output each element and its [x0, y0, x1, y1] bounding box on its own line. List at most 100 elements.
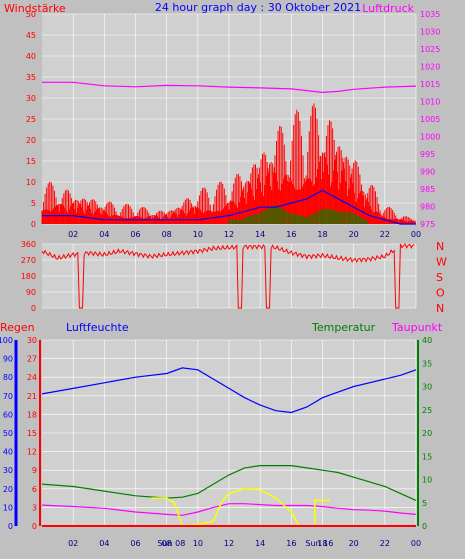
wind-x-tick-label: 16	[286, 230, 296, 239]
pressure-line	[42, 81, 417, 94]
climate-x-tick-label: 02	[68, 539, 78, 548]
climate-x-tick-label: 06	[130, 539, 140, 548]
climate-x-tick-label: 18	[317, 539, 327, 548]
wind-y-tick-label: 25	[26, 115, 36, 124]
pressure-y-tick-label: 1030	[420, 28, 440, 37]
rain-tick-label: 15	[27, 429, 37, 438]
climate-x-tick-label: 22	[380, 539, 390, 548]
rain-tick-label: 24	[27, 373, 37, 382]
pressure-y-tick-label: 980	[420, 203, 435, 212]
temperature-tick-label: 20	[422, 429, 432, 438]
wind-x-tick-label: 06	[130, 230, 140, 239]
wind-x-tick-label: 14	[255, 230, 265, 239]
wind-x-tick-label: 18	[317, 230, 327, 239]
humidity-pct-tick-label: 60	[3, 410, 13, 419]
wind-y-tick-label: 50	[26, 10, 36, 19]
wind-x-tick-label: 00	[411, 230, 421, 239]
pressure-label: Luftdruck	[362, 2, 414, 15]
wind-label: Windstärke	[4, 2, 66, 15]
pressure-y-tick-label: 1010	[420, 98, 440, 107]
temperature-tick-label: 5	[422, 499, 427, 508]
sun-label: Sun 16	[305, 539, 333, 548]
climate-panel: 0102030405060708090100036912151821242730…	[0, 336, 432, 548]
compass-label: N	[436, 302, 444, 315]
humidity-pct-tick-label: 90	[3, 355, 13, 364]
dewpoint-label: Taupunkt	[391, 321, 443, 334]
climate-x-tick-label: 04	[99, 539, 109, 548]
wind-x-tick-label: 04	[99, 230, 109, 239]
temperature-line	[41, 465, 417, 501]
wind-y-tick-label: 10	[26, 178, 36, 187]
wind-x-tick-label: 02	[68, 230, 78, 239]
humidity-pct-tick-label: 40	[3, 448, 13, 457]
direction-y-tick-label: 360	[21, 240, 36, 249]
rain-tick-label: 9	[32, 466, 37, 475]
humidity-label: Luftfeuchte	[66, 321, 129, 334]
wind-y-tick-label: 15	[26, 157, 36, 166]
wind-x-tick-label: 22	[380, 230, 390, 239]
climate-x-tick-label: 16	[286, 539, 296, 548]
humidity-pct-tick-label: 100	[0, 336, 13, 345]
compass-label: O	[436, 287, 445, 300]
temperature-tick-label: 40	[422, 336, 432, 345]
direction-y-tick-label: 90	[26, 288, 36, 297]
temperature-tick-label: 35	[422, 359, 432, 368]
wind-y-tick-label: 30	[26, 94, 36, 103]
pressure-y-tick-label: 1015	[420, 80, 440, 89]
wind-average-line	[42, 189, 416, 225]
climate-x-tick-label: 08	[162, 539, 172, 548]
wind-y-tick-label: 5	[31, 199, 36, 208]
compass-label: W	[436, 256, 447, 269]
pressure-y-tick-label: 1025	[420, 45, 440, 54]
humidity-pct-tick-label: 70	[3, 392, 13, 401]
direction-y-tick-label: 180	[21, 272, 36, 281]
compass-label: S	[436, 271, 443, 284]
rain-tick-label: 12	[27, 448, 37, 457]
pressure-y-tick-label: 985	[420, 185, 435, 194]
sun-label: Sun 08	[157, 539, 185, 548]
pressure-y-tick-label: 1035	[420, 10, 440, 19]
temperature-tick-label: 15	[422, 452, 432, 461]
rain-tick-label: 0	[32, 522, 37, 531]
climate-x-tick-label: 00	[411, 539, 421, 548]
rain-tick-label: 18	[27, 410, 37, 419]
rain-tick-label: 27	[27, 355, 37, 364]
humidity-line	[41, 367, 417, 414]
humidity-pct-tick-label: 30	[3, 466, 13, 475]
rain-tick-label: 21	[27, 392, 37, 401]
humidity-pct-tick-label: 80	[3, 373, 13, 382]
pressure-y-tick-label: 1020	[420, 63, 440, 72]
wind-y-tick-label: 40	[26, 52, 36, 61]
climate-x-tick-label: 10	[193, 539, 203, 548]
dewpoint-line	[41, 503, 417, 516]
rain-tick-label: 6	[32, 485, 37, 494]
temperature-tick-label: 10	[422, 476, 432, 485]
climate-x-tick-label: 12	[224, 539, 234, 548]
pressure-y-tick-label: 995	[420, 150, 435, 159]
wind-x-tick-label: 08	[162, 230, 172, 239]
temperature-tick-label: 25	[422, 406, 432, 415]
wind-y-tick-label: 20	[26, 136, 36, 145]
compass-label: N	[436, 240, 444, 253]
climate-x-tick-label: 20	[349, 539, 359, 548]
pressure-y-tick-label: 1005	[420, 115, 440, 124]
temperature-tick-label: 30	[422, 383, 432, 392]
humidity-pct-tick-label: 10	[3, 503, 13, 512]
wind-y-tick-label: 35	[26, 73, 36, 82]
humidity-pct-tick-label: 0	[8, 522, 13, 531]
pressure-y-tick-label: 990	[420, 168, 435, 177]
humidity-pct-tick-label: 50	[3, 429, 13, 438]
temperature-tick-label: 0	[422, 522, 427, 531]
wind-x-tick-label: 12	[224, 230, 234, 239]
climate-x-tick-label: 14	[255, 539, 265, 548]
temperature-label: Temperatur	[311, 321, 376, 334]
wind-y-tick-label: 0	[31, 220, 36, 229]
direction-y-tick-label: 270	[21, 256, 36, 265]
pressure-y-tick-label: 1000	[420, 133, 440, 142]
wind-x-tick-label: 10	[193, 230, 203, 239]
wind-panel: 0510152025303540455097598098599099510001…	[26, 10, 441, 239]
wind-x-tick-label: 20	[349, 230, 359, 239]
